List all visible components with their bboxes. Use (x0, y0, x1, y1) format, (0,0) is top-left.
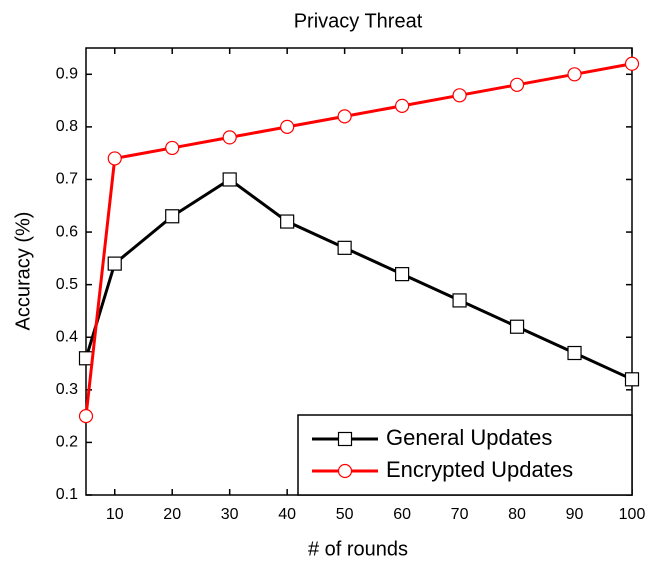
marker (337, 431, 353, 447)
y-tick-label: 0.5 (56, 276, 78, 293)
chart-title: Privacy Threat (294, 10, 423, 32)
x-axis-label: # of rounds (308, 538, 408, 560)
y-tick-label: 0.9 (56, 66, 78, 83)
y-tick-label: 0.1 (56, 486, 78, 503)
y-tick-label: 0.6 (56, 223, 78, 240)
x-tick-label: 70 (451, 506, 469, 523)
marker (452, 293, 467, 308)
marker (165, 209, 180, 224)
marker (567, 67, 582, 82)
x-tick-label: 20 (163, 506, 181, 523)
marker (78, 409, 94, 424)
y-tick-label: 0.4 (56, 328, 78, 345)
marker (509, 77, 525, 92)
marker (624, 56, 640, 71)
legend-box (297, 414, 633, 496)
marker (337, 463, 353, 479)
marker (395, 267, 410, 282)
marker (107, 151, 122, 166)
marker (280, 214, 295, 229)
marker (222, 172, 237, 187)
x-tick-label: 80 (508, 506, 526, 523)
x-tick-label: 90 (566, 506, 584, 523)
marker (107, 256, 122, 271)
legend-label: Encrypted Updates (386, 457, 573, 482)
y-tick-label: 0.7 (56, 171, 78, 188)
y-tick-label: 0.8 (56, 118, 78, 135)
marker (280, 119, 295, 134)
x-tick-label: 40 (278, 506, 296, 523)
marker (165, 140, 180, 156)
y-tick-label: 0.3 (56, 381, 78, 398)
y-axis-label: Accuracy (%) (12, 212, 34, 331)
series-line (84, 62, 633, 417)
marker (624, 372, 640, 387)
marker (337, 109, 352, 124)
x-tick-label: 50 (336, 506, 354, 523)
marker (222, 130, 237, 145)
x-tick-label: 100 (619, 506, 646, 523)
x-tick-label: 60 (393, 506, 411, 523)
x-tick-label: 30 (221, 506, 239, 523)
marker (509, 319, 525, 334)
marker (567, 345, 582, 361)
x-tick-label: 10 (106, 506, 124, 523)
marker (337, 240, 352, 255)
marker (452, 88, 467, 103)
marker (395, 98, 410, 113)
legend-label: General Updates (386, 425, 552, 450)
y-tick-label: 0.2 (56, 434, 78, 451)
